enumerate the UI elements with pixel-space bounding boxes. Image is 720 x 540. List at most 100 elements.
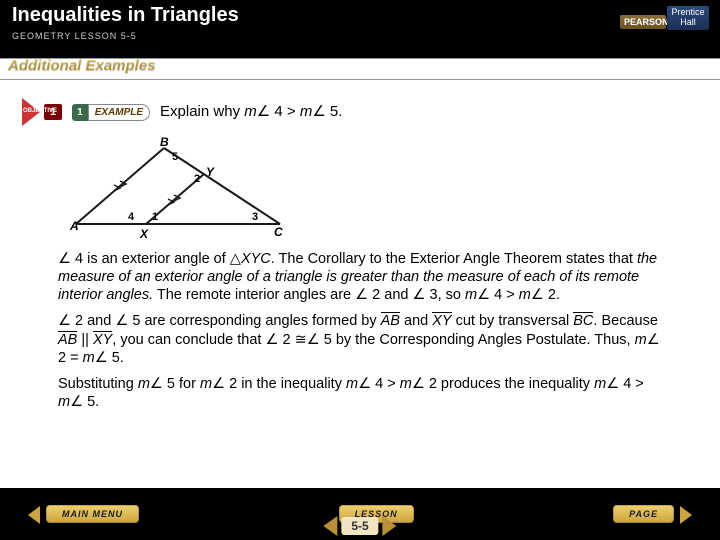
congruent-icon: ≅ — [295, 332, 307, 348]
angle-icon: ∠ — [70, 394, 83, 410]
p1-tri-name: XYC — [241, 251, 271, 267]
angle-icon: ∠ — [312, 103, 325, 120]
seg-ab-text: AB — [381, 313, 400, 329]
angle-icon: ∠ — [358, 376, 371, 392]
page-button[interactable]: PAGE — [613, 505, 674, 523]
label-4: 4 — [128, 211, 135, 223]
additional-examples-bar: Additional Examples — [0, 58, 720, 80]
example-prompt: Explain why m∠ 4 > m∠ 5. — [160, 102, 342, 122]
seg-xy-text: XY — [432, 313, 451, 329]
p2-t2: 5 are corresponding angles formed by — [128, 313, 380, 329]
angle-icon: ∠ — [257, 103, 270, 120]
p2-m-a: m — [635, 332, 647, 348]
p1-t5: The remote interior angles are — [153, 287, 355, 303]
p1-t9: 2. — [544, 287, 560, 303]
logo-ph-line2: Hall — [680, 17, 696, 27]
angle-icon: ∠ — [531, 287, 544, 303]
content-area: OBJECTIVE 1 1 EXAMPLE Explain why m∠ 4 >… — [0, 80, 720, 411]
label-Y: Y — [206, 165, 215, 179]
angle-icon: ∠ — [265, 332, 278, 348]
angle-icon: ∠ — [150, 376, 163, 392]
p1-t1: 4 is an exterior angle of — [71, 251, 230, 267]
p3-m-a: m — [138, 376, 150, 392]
logo-pearson: PEARSON — [620, 15, 666, 29]
angle-icon: ∠ — [307, 332, 320, 348]
prompt-m2: m — [300, 103, 313, 120]
segment-xy: XY — [432, 313, 451, 329]
p2-t3: and — [400, 313, 432, 329]
label-2: 2 — [194, 173, 200, 185]
angle-icon: ∠ — [58, 313, 71, 329]
additional-examples-label: Additional Examples — [8, 57, 156, 74]
next-page-arrow-icon[interactable] — [383, 516, 397, 536]
label-X: X — [139, 227, 149, 241]
p3-m-c: m — [346, 376, 358, 392]
p2-t10: 2 = — [58, 350, 83, 366]
prompt-val-2: 5. — [326, 103, 343, 120]
objective-row: OBJECTIVE 1 1 EXAMPLE Explain why m∠ 4 >… — [22, 98, 698, 126]
paragraph-3: Substituting m∠ 5 for m∠ 2 in the inequa… — [58, 375, 662, 411]
seg-ab-text-2: AB — [58, 332, 77, 348]
p3-m-d: m — [400, 376, 412, 392]
prompt-text-1: Explain why — [160, 103, 244, 120]
p2-t9: 5 by the Corresponding Angles Postulate.… — [320, 332, 635, 348]
logo-prentice-hall: PrenticeHall — [667, 6, 709, 30]
label-3: 3 — [252, 211, 258, 223]
example-capsule: 1 EXAMPLE — [72, 104, 150, 121]
slide-subtitle: GEOMETRY LESSON 5-5 — [12, 31, 708, 41]
slide-title: Inequalities in Triangles — [12, 4, 708, 27]
p2-t11: 5. — [108, 350, 124, 366]
slide-header: Inequalities in Triangles GEOMETRY LESSO… — [0, 0, 720, 58]
page-number: 5-5 — [341, 517, 378, 535]
page-ticker: 5-5 — [323, 516, 396, 536]
p2-t1: 2 and — [71, 313, 115, 329]
seg-bc-text: BC — [573, 313, 593, 329]
prompt-m1: m — [244, 103, 257, 120]
angle-icon: ∠ — [58, 251, 71, 267]
angle-icon: ∠ — [647, 332, 660, 348]
p1-m-b: m — [519, 287, 531, 303]
paragraph-1: ∠ 4 is an exterior angle of △XYC. The Co… — [58, 250, 662, 304]
p2-m-b: m — [83, 350, 95, 366]
angle-icon: ∠ — [606, 376, 619, 392]
paragraph-2: ∠ 2 and ∠ 5 are corresponding angles for… — [58, 312, 662, 366]
p2-t6: || — [77, 332, 93, 348]
label-C: C — [274, 225, 283, 239]
angle-icon: ∠ — [95, 350, 108, 366]
p3-m-b: m — [200, 376, 212, 392]
objective-label: OBJECTIVE — [23, 108, 57, 116]
angle-icon: ∠ — [412, 287, 425, 303]
label-1: 1 — [152, 211, 158, 223]
publisher-logo: PEARSONPrenticeHall — [620, 6, 712, 48]
example-label: EXAMPLE — [88, 104, 150, 121]
angle-icon: ∠ — [115, 313, 128, 329]
p3-m-e: m — [594, 376, 606, 392]
main-menu-button[interactable]: MAIN MENU — [46, 505, 139, 523]
p3-t6: 5. — [83, 394, 99, 410]
seg-xy-text-2: XY — [93, 332, 112, 348]
p1-t3: . The Corollary to the Exterior Angle Th… — [271, 251, 637, 267]
p2-t8: 2 — [278, 332, 294, 348]
p1-t6: 2 and — [368, 287, 412, 303]
label-A: A — [69, 219, 79, 233]
p3-t0: Substituting — [58, 376, 138, 392]
p3-m-f: m — [58, 394, 70, 410]
angle-icon: ∠ — [212, 376, 225, 392]
slide: Inequalities in Triangles GEOMETRY LESSO… — [0, 0, 720, 540]
objective-wedge-icon: OBJECTIVE — [22, 98, 40, 126]
p1-t7: 3, so — [425, 287, 465, 303]
prev-page-arrow-icon[interactable] — [323, 516, 337, 536]
p2-t5: . Because — [593, 313, 658, 329]
label-B: B — [160, 135, 169, 149]
p3-t5: 4 > — [619, 376, 644, 392]
label-5: 5 — [172, 151, 178, 163]
triangle-icon: △ — [230, 251, 241, 267]
p3-t4: 2 produces the inequality — [425, 376, 594, 392]
logo-ph-line1: Prentice — [671, 7, 704, 17]
angle-icon: ∠ — [355, 287, 368, 303]
p3-t1: 5 for — [163, 376, 200, 392]
example-number: 1 — [72, 104, 88, 121]
segment-xy-2: XY — [93, 332, 112, 348]
p1-t8: 4 > — [490, 287, 519, 303]
triangle-diagram: A B C X Y 5 2 1 4 3 — [68, 134, 288, 242]
